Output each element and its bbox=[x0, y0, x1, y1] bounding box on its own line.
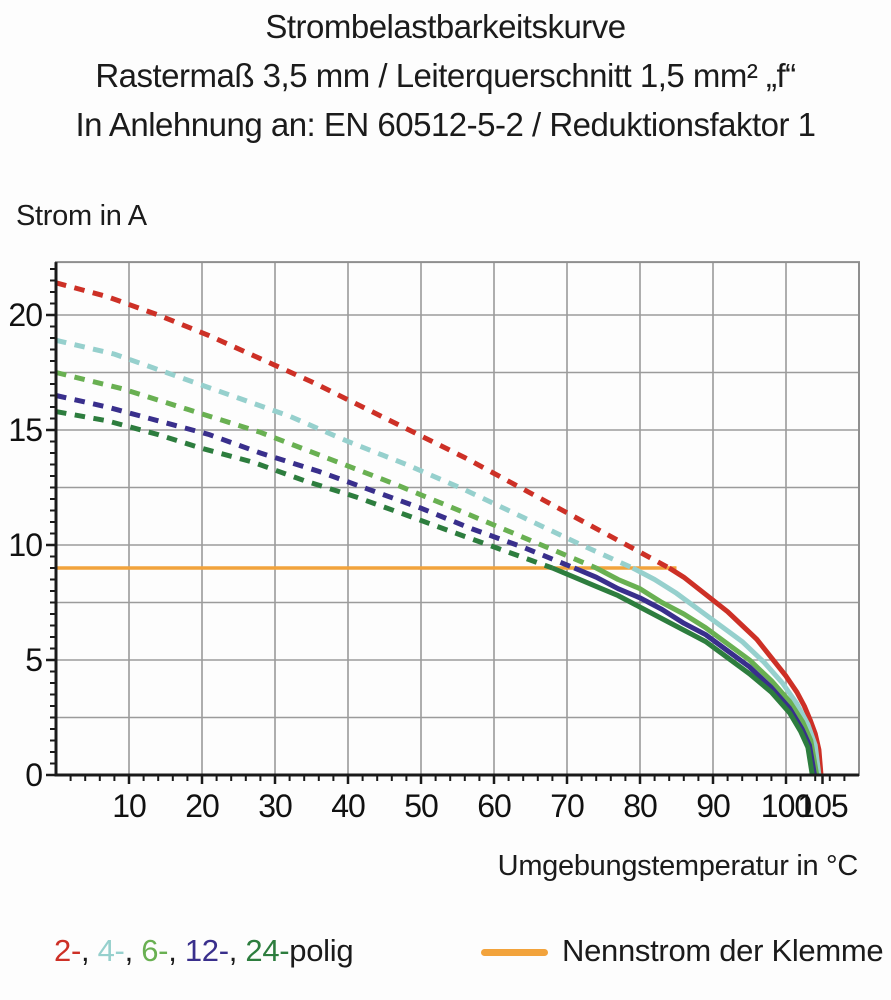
x-tick-label: 80 bbox=[623, 788, 657, 824]
plot-frame bbox=[55, 261, 860, 777]
legend-pole-label: 24- bbox=[245, 933, 290, 968]
nominal-current-label: Nennstrom der Klemme bbox=[562, 933, 884, 968]
nominal-current-line-swatch bbox=[481, 949, 548, 956]
x-tick-label: 70 bbox=[550, 788, 584, 824]
y-axis-title: Strom in A bbox=[16, 200, 147, 232]
curve-dashed-12-polig bbox=[55, 393, 576, 571]
legend-pole-label: 6- bbox=[141, 933, 169, 968]
chart-title-line-3: In Anlehnung an: EN 60512-5-2 / Reduktio… bbox=[75, 106, 816, 143]
curve-dashed-2-polig bbox=[55, 280, 671, 571]
x-tick-label: 90 bbox=[696, 788, 730, 824]
curve-solid-24-polig bbox=[551, 565, 815, 776]
y-tick-label: 10 bbox=[8, 527, 42, 563]
legend-pole-label: , bbox=[124, 933, 142, 968]
x-tick-label: 50 bbox=[404, 788, 438, 824]
y-tick-label: 0 bbox=[25, 757, 42, 793]
curve-solid-6-polig bbox=[595, 565, 820, 776]
legend-poles: 2-, 4-, 6-, 12-, 24-polig bbox=[54, 933, 354, 969]
legend-pole-label: 12- bbox=[184, 933, 229, 968]
legend-pole-label: 4- bbox=[97, 933, 125, 968]
legend-pole-label: 2- bbox=[54, 933, 81, 968]
y-tick-label: 5 bbox=[25, 642, 42, 678]
chart-title-line-2: Rastermaß 3,5 mm / Leiterquerschnitt 1,5… bbox=[95, 57, 796, 94]
legend-pole-label: , bbox=[228, 933, 246, 968]
curve-solid-4-polig bbox=[631, 565, 822, 776]
legend-pole-label: polig bbox=[289, 933, 354, 968]
curve-dashed-6-polig bbox=[55, 370, 598, 571]
y-tick-label: 20 bbox=[8, 297, 42, 333]
y-tick-label: 15 bbox=[8, 412, 42, 448]
x-tick-label: 30 bbox=[258, 788, 292, 824]
x-tick-label: 40 bbox=[331, 788, 365, 824]
legend-pole-label: , bbox=[80, 933, 98, 968]
curve-solid-2-polig bbox=[667, 565, 824, 776]
x-tick-label: 10 bbox=[112, 788, 146, 824]
x-tick-label: 100 bbox=[761, 788, 812, 824]
x-tick-label: 20 bbox=[185, 788, 219, 824]
x-axis-title: Umgebungstemperatur in °C bbox=[497, 850, 859, 882]
curve-solid-12-polig bbox=[573, 565, 817, 776]
x-tick-label: 60 bbox=[477, 788, 511, 824]
chart-title-line-1: Strombelastbarkeitskurve bbox=[265, 8, 626, 45]
chart-title-block: Strombelastbarkeitskurve Rastermaß 3,5 m… bbox=[0, 2, 891, 149]
legend-pole-label: , bbox=[168, 933, 185, 968]
curve-dashed-4-polig bbox=[55, 337, 634, 571]
x-tick-label: 105 bbox=[797, 788, 848, 824]
